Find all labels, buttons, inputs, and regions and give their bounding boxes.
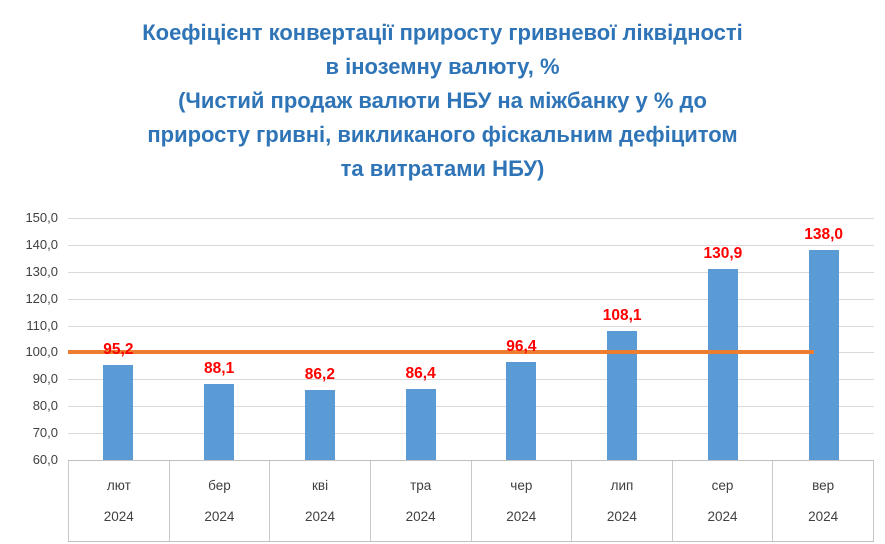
- data-label: 86,4: [405, 365, 436, 383]
- plot-area: 95,2 88,1 86,2 86,4 96,4 108,1 130,9 138,0: [68, 218, 874, 461]
- x-tick-month: сер: [711, 477, 734, 493]
- bar: [103, 365, 134, 460]
- chart-title-line: в іноземну валюту, %: [325, 54, 560, 79]
- x-tick-month: лип: [610, 477, 634, 493]
- x-tick-year: 2024: [707, 509, 738, 525]
- bar: [204, 384, 235, 460]
- data-label: 96,4: [506, 338, 537, 356]
- data-label: 108,1: [602, 306, 642, 324]
- y-tick-label: 70,0: [32, 425, 58, 441]
- gridline: [68, 379, 874, 381]
- x-tick-month: чер: [510, 477, 533, 493]
- gridline: [68, 244, 874, 246]
- bar-column: 138,0: [773, 218, 874, 460]
- data-label: 138,0: [804, 226, 844, 244]
- chart-title-line: та витратами НБУ): [340, 156, 545, 181]
- x-category-cell: сер 2024: [671, 461, 773, 541]
- x-tick-year: 2024: [103, 509, 134, 525]
- bar-column: 86,2: [270, 218, 371, 460]
- x-category-cell: чер 2024: [470, 461, 572, 541]
- x-category-cell: лип 2024: [571, 461, 672, 541]
- y-tick-label: 140,0: [25, 236, 58, 252]
- data-label: 95,2: [103, 341, 134, 359]
- x-tick-month: кві: [312, 477, 329, 493]
- bar: [506, 362, 537, 460]
- y-tick-label: 80,0: [32, 398, 58, 414]
- gridline: [68, 406, 874, 408]
- bar-column: 95,2: [68, 218, 169, 460]
- y-tick-label: 100,0: [25, 344, 58, 360]
- y-tick-label: 130,0: [25, 263, 58, 279]
- x-tick-year: 2024: [808, 509, 839, 525]
- y-tick-label: 150,0: [25, 210, 58, 225]
- x-tick-year: 2024: [606, 509, 637, 525]
- x-tick-month: лют: [106, 477, 131, 493]
- gridline: [68, 325, 874, 327]
- x-tick-month: бер: [208, 477, 231, 493]
- chart-title-line: Коефіцієнт конвертації приросту гривнево…: [142, 20, 743, 45]
- data-label: 88,1: [204, 360, 235, 378]
- chart-title: Коефіцієнт конвертації приросту гривнево…: [30, 16, 855, 186]
- x-axis: лют 2024 бер 2024 кві 2024 тра 2024 чер 2024 лип 20…: [68, 460, 874, 542]
- x-category-cell: бер 2024: [168, 461, 270, 541]
- gridline: [68, 271, 874, 273]
- chart-title-line: приросту гривні, викликаного фіскальним …: [147, 122, 738, 147]
- bar: [405, 389, 436, 460]
- y-tick-label: 110,0: [26, 317, 58, 333]
- bar: [707, 269, 738, 460]
- bar-column: 88,1: [169, 218, 270, 460]
- bar-column: 86,4: [370, 218, 471, 460]
- gridline: [68, 433, 874, 435]
- data-label: 130,9: [703, 245, 743, 263]
- bar-column: 130,9: [673, 218, 774, 460]
- x-tick-month: тра: [410, 477, 432, 493]
- x-category-cell: лют 2024: [68, 461, 169, 541]
- bar-column: 108,1: [572, 218, 673, 460]
- bar: [808, 250, 839, 460]
- chart-title-line: (Чистий продаж валюти НБУ на міжбанку у …: [178, 88, 707, 113]
- x-tick-year: 2024: [506, 509, 537, 525]
- x-tick-year: 2024: [305, 509, 336, 525]
- y-tick-label: 90,0: [32, 371, 58, 387]
- gridline: [68, 218, 874, 219]
- gridline: [68, 298, 874, 300]
- x-category-cell: вер 2024: [772, 461, 874, 541]
- bar-column: 96,4: [471, 218, 572, 460]
- x-category-cell: тра 2024: [369, 461, 471, 541]
- bar: [304, 389, 335, 460]
- x-tick-year: 2024: [204, 509, 235, 525]
- x-tick-month: вер: [812, 477, 835, 493]
- data-label: 86,2: [304, 365, 335, 383]
- x-category-cell: кві 2024: [269, 461, 370, 541]
- x-tick-year: 2024: [405, 509, 436, 525]
- y-tick-label: 60,0: [32, 452, 58, 467]
- y-tick-label: 120,0: [25, 290, 58, 306]
- reference-line-100: [68, 350, 814, 355]
